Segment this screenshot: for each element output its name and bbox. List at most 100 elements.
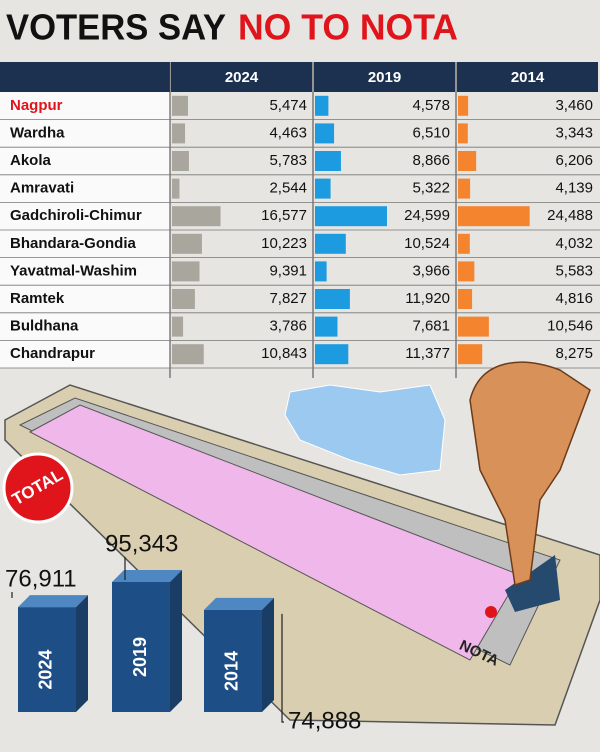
- evm-illustration: NOTA: [4, 361, 600, 726]
- bar: [315, 206, 387, 227]
- bar: [315, 178, 331, 199]
- bar: [172, 123, 186, 144]
- column-top: [18, 595, 88, 608]
- bar: [458, 178, 471, 199]
- bar: [172, 178, 180, 199]
- bar: [458, 261, 475, 282]
- value-label: 16,577: [261, 207, 307, 224]
- header-name: [0, 62, 170, 92]
- value-label: 4,578: [412, 97, 450, 114]
- value-label: 6,206: [555, 152, 593, 169]
- title: VOTERS SAY: [6, 7, 226, 48]
- total-value-label: 95,343: [105, 530, 178, 557]
- row-label: Ramtek: [10, 290, 65, 307]
- value-label: 11,920: [405, 290, 450, 307]
- value-label: 10,524: [404, 235, 450, 252]
- row-label: Nagpur: [10, 97, 63, 114]
- row-label: Bhandara-Gondia: [10, 235, 137, 252]
- value-label: 11,377: [405, 345, 450, 362]
- value-label: 3,966: [412, 262, 450, 279]
- badge: [2, 452, 74, 524]
- bar: [172, 95, 189, 116]
- bar: [172, 233, 202, 254]
- title-highlight: NO TO NOTA: [238, 7, 458, 48]
- value-label: 3,460: [555, 97, 593, 114]
- row-label: Buldhana: [10, 318, 79, 335]
- bar: [315, 289, 350, 309]
- value-label: 10,223: [261, 235, 307, 252]
- row-label: Amravati: [10, 180, 74, 197]
- value-label: 10,843: [261, 345, 307, 362]
- value-label: 5,583: [555, 262, 593, 279]
- value-label: 5,783: [269, 152, 307, 169]
- bar: [172, 206, 221, 227]
- column-top: [112, 570, 182, 582]
- bar: [458, 316, 489, 337]
- header-cell: [171, 62, 312, 92]
- value-label: 4,139: [555, 180, 593, 197]
- value-label: 3,786: [269, 318, 307, 335]
- bar: [172, 261, 200, 282]
- value-label: 4,032: [555, 235, 593, 252]
- bar: [315, 316, 338, 337]
- bar: [315, 95, 329, 116]
- value-label: 5,474: [269, 97, 307, 114]
- value-label: 6,510: [412, 124, 450, 141]
- value-label: 3,343: [555, 124, 593, 141]
- row-label: Wardha: [10, 124, 65, 141]
- column-category: 2014: [222, 651, 242, 691]
- bar: [315, 344, 349, 365]
- bar: [172, 344, 204, 365]
- value-label: 24,488: [547, 207, 593, 224]
- bar: [172, 151, 189, 171]
- bar: [315, 151, 341, 171]
- row-label: Yavatmal-Washim: [10, 262, 137, 279]
- bar: [458, 206, 530, 227]
- bar: [172, 289, 195, 309]
- bar: [458, 233, 470, 254]
- totals-badge: TOTAL: [2, 452, 74, 524]
- value-label: 8,866: [412, 152, 450, 169]
- bar: [315, 123, 335, 144]
- value-label: 7,681: [412, 318, 450, 335]
- bar: [315, 261, 327, 282]
- column-header: 2024: [225, 69, 259, 86]
- column: [204, 609, 262, 712]
- value-label: 5,322: [412, 180, 450, 197]
- bar: [458, 289, 473, 309]
- column-top: [204, 597, 274, 610]
- leader-line: [281, 613, 284, 723]
- column-header: 2019: [368, 69, 401, 86]
- row-label: Chandrapur: [10, 345, 95, 362]
- column: [112, 582, 170, 712]
- column-category: 2024: [36, 650, 56, 690]
- total-value-label: 76,911: [5, 565, 77, 592]
- column: [18, 607, 76, 712]
- bar: [458, 123, 468, 144]
- value-label: 2,544: [269, 180, 307, 197]
- value-label: 7,827: [269, 290, 307, 307]
- name-column: [0, 62, 170, 368]
- column-category: 2019: [130, 637, 150, 677]
- value-label: 4,463: [269, 124, 307, 141]
- value-label: 24,599: [404, 207, 450, 224]
- bar: [458, 344, 483, 365]
- bar: [458, 95, 469, 116]
- row-label: Akola: [10, 152, 52, 169]
- column-header: 2014: [511, 69, 545, 86]
- value-label: 8,275: [555, 345, 593, 362]
- column-side: [170, 570, 182, 712]
- column-side: [76, 595, 88, 712]
- value-label: 10,546: [547, 318, 593, 335]
- bar: [458, 151, 477, 171]
- header-cell: [457, 62, 598, 92]
- row-label: Gadchiroli-Chimur: [10, 207, 142, 224]
- total-value-label: 74,888: [288, 707, 361, 734]
- value-label: 4,816: [555, 290, 593, 307]
- bar: [172, 316, 184, 337]
- value-label: 9,391: [269, 262, 307, 279]
- bar: [315, 233, 346, 254]
- column-side: [262, 597, 274, 712]
